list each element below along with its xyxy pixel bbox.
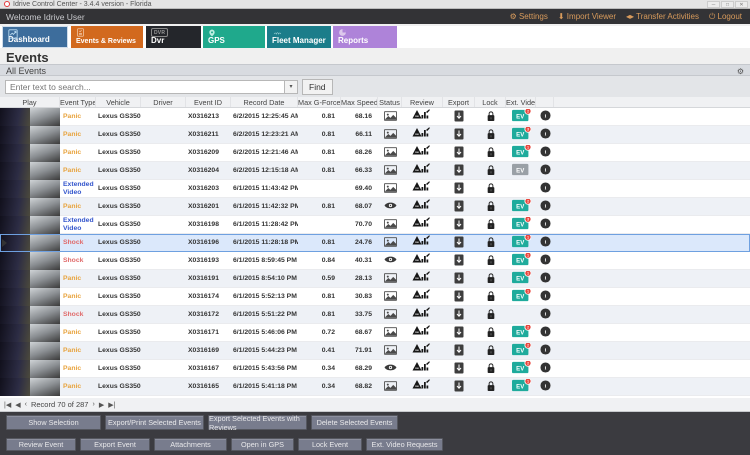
- svg-text:1: 1: [527, 253, 529, 257]
- svg-text:EV: EV: [516, 366, 524, 372]
- svg-text:EV: EV: [516, 384, 524, 390]
- svg-text:EV: EV: [516, 132, 524, 138]
- svg-text:1: 1: [527, 379, 529, 383]
- svg-text:EV: EV: [516, 114, 524, 120]
- svg-text:EV: EV: [516, 222, 524, 228]
- svg-text:EV: EV: [516, 330, 524, 336]
- svg-text:EV: EV: [516, 204, 524, 210]
- svg-text:1: 1: [527, 145, 529, 149]
- svg-text:EV: EV: [516, 240, 524, 246]
- svg-text:3: 3: [527, 127, 529, 131]
- svg-text:1: 1: [527, 235, 529, 239]
- svg-text:2: 2: [527, 361, 529, 365]
- svg-text:2: 2: [527, 199, 529, 203]
- svg-text:EV: EV: [516, 258, 524, 264]
- svg-text:EV: EV: [516, 276, 524, 282]
- svg-text:2: 2: [527, 109, 529, 113]
- svg-text:EV: EV: [516, 294, 524, 300]
- svg-text:2: 2: [527, 343, 529, 347]
- svg-text:EV: EV: [516, 150, 524, 156]
- svg-text:EV: EV: [516, 168, 524, 174]
- svg-text:2: 2: [527, 325, 529, 329]
- svg-text:3: 3: [527, 217, 529, 221]
- svg-text:1: 1: [527, 271, 529, 275]
- svg-text:EV: EV: [516, 348, 524, 354]
- svg-text:1: 1: [527, 289, 529, 293]
